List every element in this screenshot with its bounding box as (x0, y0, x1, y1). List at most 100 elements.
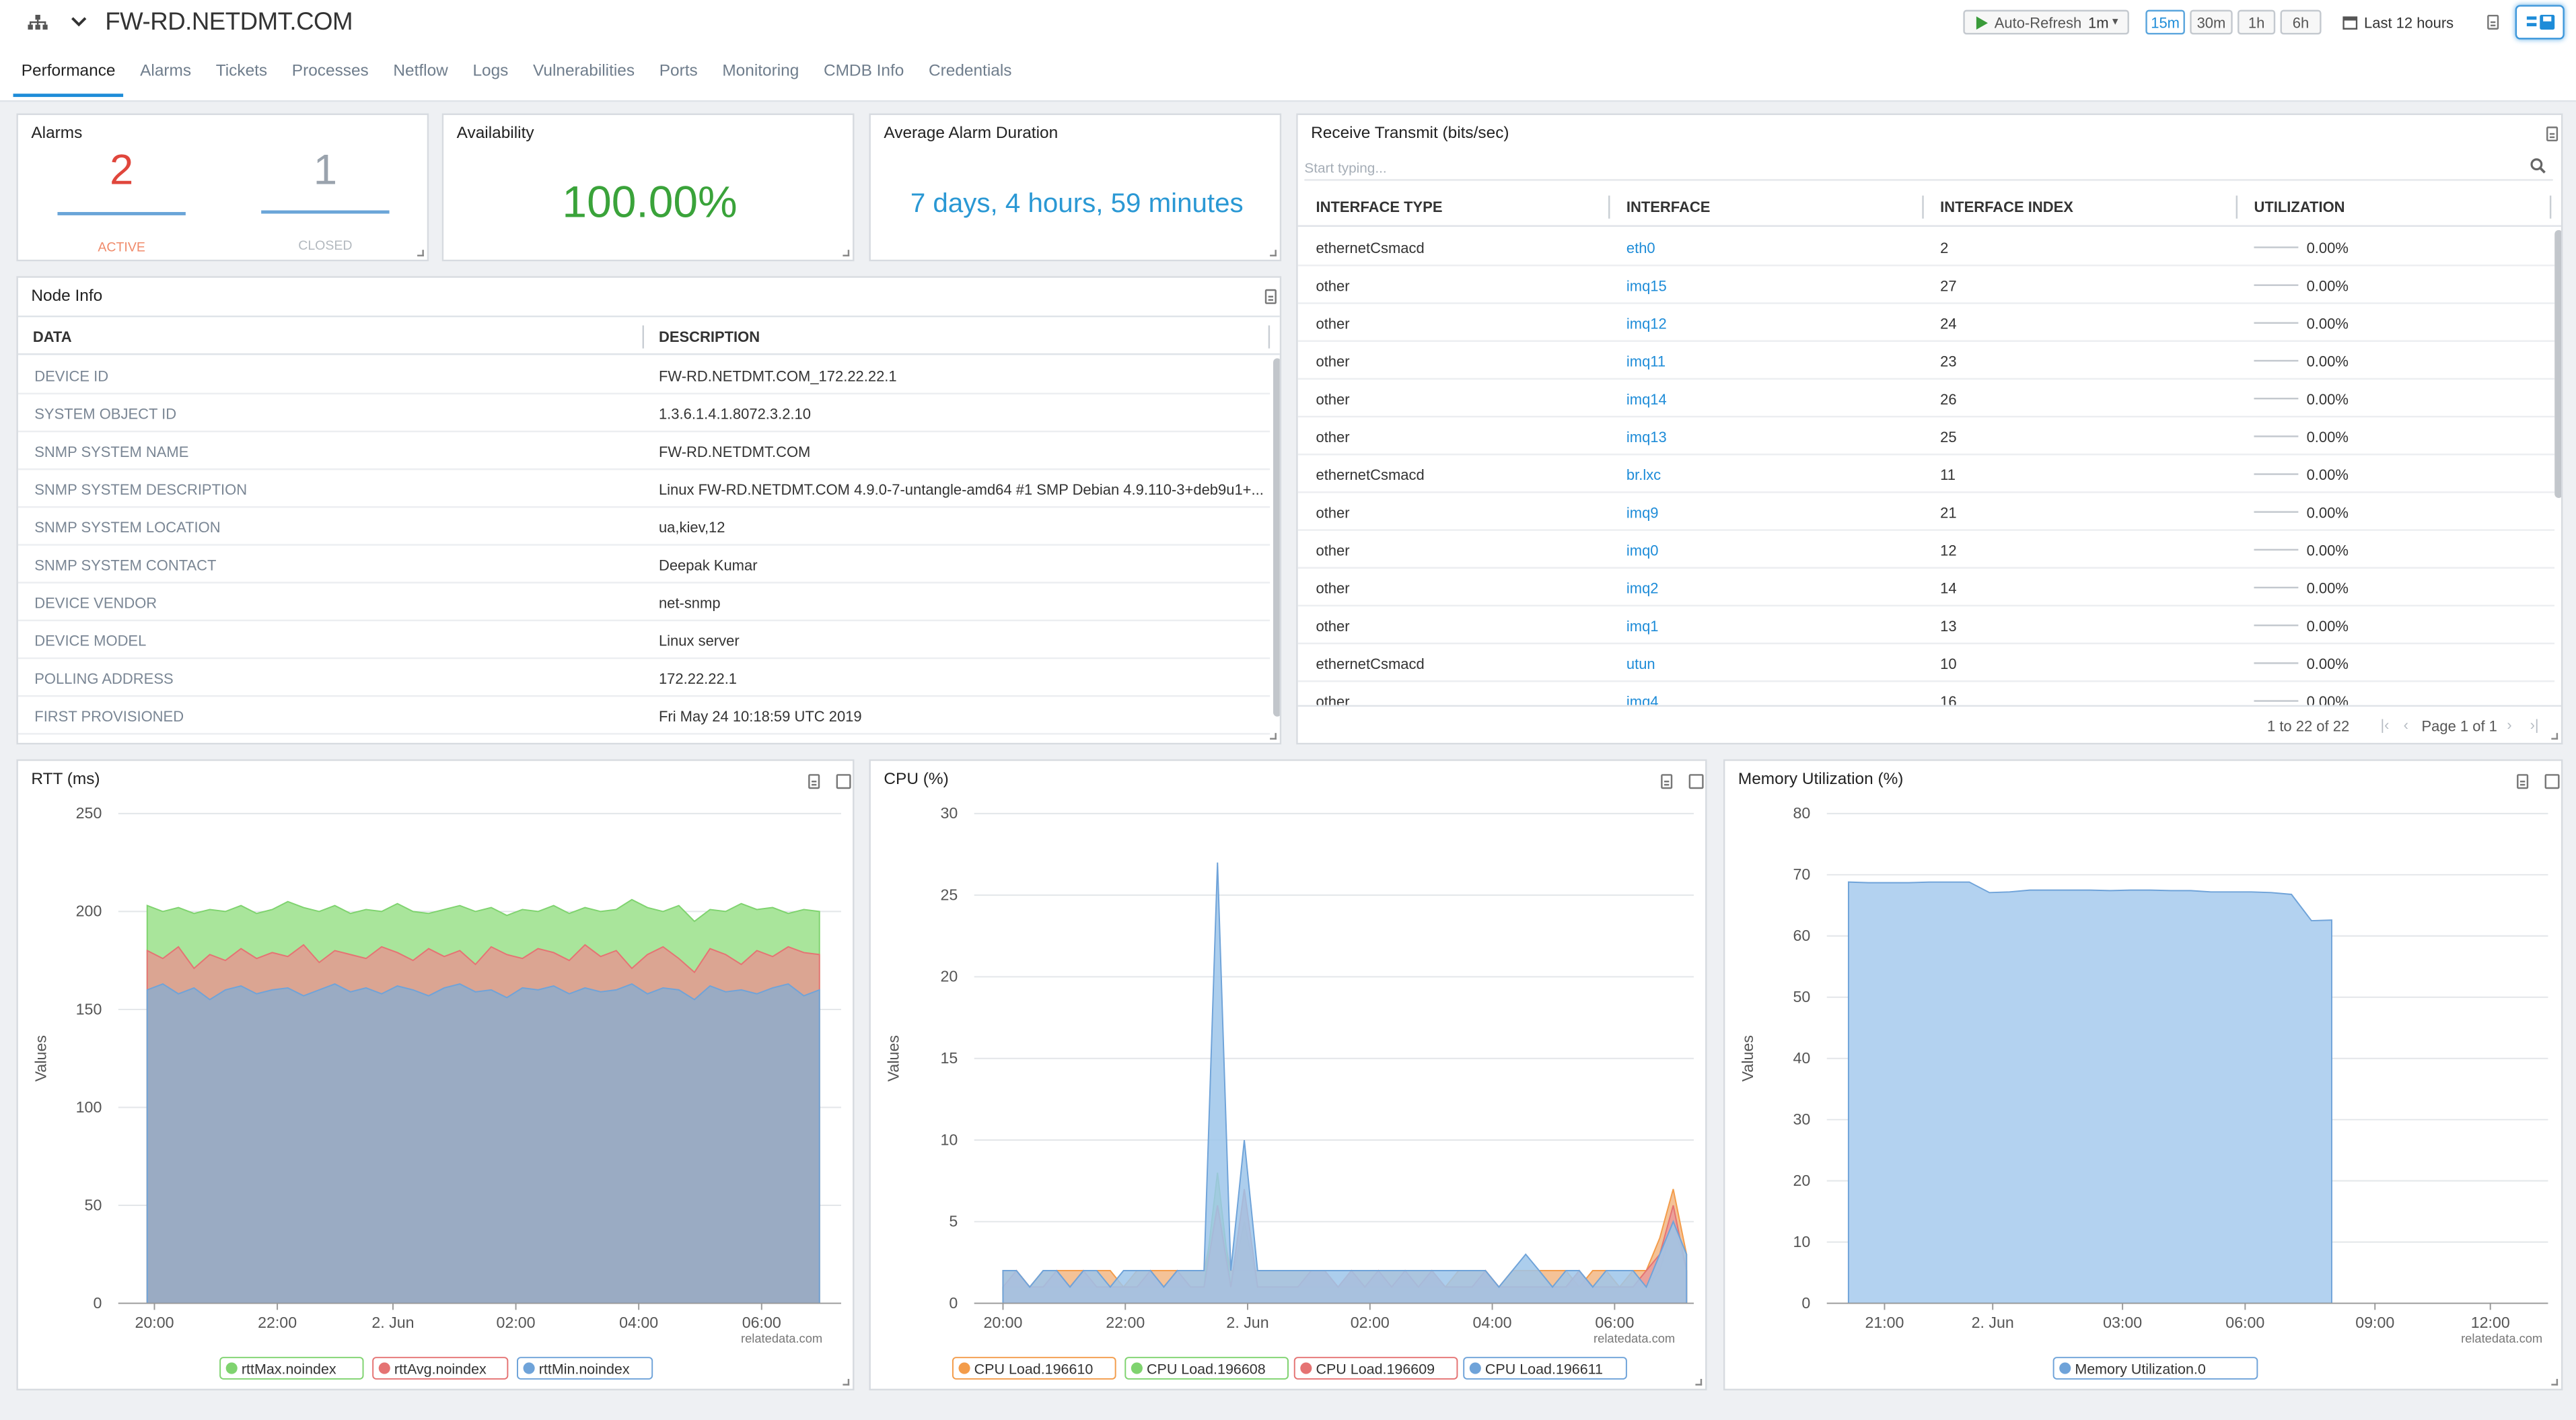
resize-handle[interactable] (843, 1378, 850, 1386)
interface-type: ethernetCsmacd (1316, 655, 1425, 672)
utilization-bar (2254, 284, 2299, 286)
export-icon[interactable] (1264, 289, 1277, 304)
interface-row[interactable]: ethernetCsmacd utun 10 0.00% (1297, 644, 2555, 682)
scrollbar-thumb[interactable] (2554, 229, 2561, 498)
resize-handle[interactable] (417, 250, 424, 256)
chevron-down-icon[interactable] (71, 16, 87, 28)
resize-handle[interactable] (2551, 733, 2559, 740)
time-15m-button[interactable]: 15m (2145, 9, 2185, 35)
interface-link[interactable]: imq0 (1626, 542, 1659, 559)
interface-type: other (1316, 618, 1350, 635)
topology-icon[interactable] (28, 14, 48, 31)
y-tick-label: 100 (76, 1098, 102, 1116)
time-1h-button[interactable]: 1h (2238, 9, 2276, 35)
tab-processes[interactable]: Processes (291, 62, 369, 81)
legend-item[interactable]: Memory Utilization.0 (2052, 1357, 2258, 1380)
col-data[interactable]: DATA (32, 328, 72, 345)
closed-alarms-count[interactable]: 1 (313, 144, 338, 194)
col-interface[interactable]: INTERFACE (1626, 199, 1711, 215)
legend-item[interactable]: rttAvg.noindex (372, 1357, 509, 1380)
resize-handle[interactable] (1270, 250, 1277, 256)
time-6h-button[interactable]: 6h (2280, 9, 2322, 35)
interface-row[interactable]: other imq4 16 0.00% (1298, 682, 2555, 705)
export-icon[interactable] (808, 774, 820, 789)
tab-performance[interactable]: Performance (13, 63, 124, 98)
legend-item[interactable]: CPU Load.196608 (1124, 1357, 1289, 1380)
utilization-bar (2254, 473, 2299, 475)
legend-item[interactable]: CPU Load.196609 (1293, 1357, 1458, 1380)
auto-refresh-button[interactable]: Auto-Refresh 1m ▼ (1963, 9, 2129, 35)
series-area[interactable] (1847, 881, 2332, 1304)
export-icon[interactable] (2487, 14, 2499, 30)
legend-item[interactable]: CPU Load.196611 (1463, 1357, 1627, 1380)
interface-search-box[interactable]: Start typing... (1304, 155, 2553, 181)
interface-link[interactable]: imq2 (1626, 580, 1659, 597)
expand-icon[interactable] (2544, 774, 2560, 789)
series-area[interactable] (1002, 862, 1688, 1304)
interface-link[interactable]: br.lxc (1626, 466, 1661, 483)
col-description[interactable]: DESCRIPTION (658, 328, 760, 345)
tab-tickets[interactable]: Tickets (215, 62, 268, 81)
time-range-label[interactable]: Last 12 hours (2364, 14, 2454, 32)
interface-row[interactable]: other imq15 27 0.00% (1297, 267, 2555, 304)
interface-link[interactable]: imq9 (1626, 504, 1659, 522)
interface-link[interactable]: imq1 (1626, 618, 1659, 635)
series-area[interactable] (146, 983, 820, 1304)
y-tick-label: 150 (76, 1000, 102, 1018)
interface-row[interactable]: other imq9 21 0.00% (1297, 493, 2555, 531)
export-icon[interactable] (1661, 774, 1673, 789)
interface-link[interactable]: imq15 (1626, 277, 1667, 295)
legend-item[interactable]: rttMin.noindex (517, 1357, 653, 1380)
legend-box (1124, 1357, 1289, 1380)
next-page-icon[interactable]: › (2507, 716, 2512, 734)
interface-row[interactable]: other imq2 14 0.00% (1297, 569, 2555, 607)
interface-link[interactable]: imq4 (1626, 693, 1659, 705)
col-utilization[interactable]: UTILIZATION (2254, 199, 2345, 215)
interface-row[interactable]: other imq0 12 0.00% (1297, 531, 2555, 569)
interface-link[interactable]: imq13 (1626, 429, 1667, 446)
scrollbar-thumb[interactable] (1273, 358, 1280, 717)
interface-link[interactable]: utun (1626, 655, 1655, 672)
expand-icon[interactable] (836, 774, 851, 789)
resize-handle[interactable] (1270, 733, 1277, 740)
search-icon[interactable] (2530, 157, 2546, 174)
interface-row[interactable]: other imq13 25 0.00% (1297, 417, 2555, 456)
interface-row[interactable]: ethernetCsmacd eth0 2 0.00% (1297, 228, 2555, 267)
interface-link[interactable]: imq12 (1626, 315, 1667, 332)
tab-alarms[interactable]: Alarms (140, 62, 192, 81)
tab-monitoring[interactable]: Monitoring (722, 62, 799, 81)
interface-link[interactable]: eth0 (1626, 240, 1655, 256)
resize-handle[interactable] (843, 250, 850, 256)
tab-vulnerabilities[interactable]: Vulnerabilities (533, 62, 635, 81)
interface-link[interactable]: imq14 (1626, 391, 1667, 408)
active-alarms-count[interactable]: 2 (109, 144, 134, 194)
tab-credentials[interactable]: Credentials (928, 62, 1012, 81)
expand-icon[interactable] (1688, 774, 1704, 789)
tab-ports[interactable]: Ports (659, 62, 698, 81)
save-dashboard-button[interactable] (2515, 5, 2565, 40)
export-icon[interactable] (2517, 774, 2529, 789)
legend-item[interactable]: CPU Load.196610 (952, 1357, 1116, 1380)
legend-item[interactable]: rttMax.noindex (219, 1357, 364, 1380)
tab-netflow[interactable]: Netflow (393, 62, 448, 81)
interface-link[interactable]: imq11 (1626, 353, 1666, 370)
resize-handle[interactable] (1695, 1378, 1703, 1386)
tab-cmdb-info[interactable]: CMDB Info (823, 62, 904, 81)
interface-row[interactable]: ethernetCsmacd br.lxc 11 0.00% (1297, 455, 2555, 493)
search-input[interactable]: Start typing... (1304, 159, 1387, 176)
prev-page-icon[interactable]: ‹ (2403, 716, 2408, 734)
interface-row[interactable]: other imq1 13 0.00% (1297, 606, 2555, 645)
interface-type: other (1316, 353, 1350, 370)
export-icon[interactable] (2546, 127, 2559, 142)
interface-row[interactable]: other imq14 26 0.00% (1297, 380, 2555, 418)
first-page-icon[interactable]: |‹ (2380, 716, 2390, 734)
interface-row[interactable]: other imq11 23 0.00% (1297, 342, 2555, 380)
col-interface-type[interactable]: INTERFACE TYPE (1316, 199, 1443, 215)
interface-row[interactable]: other imq12 24 0.00% (1297, 304, 2555, 342)
last-page-icon[interactable]: ›| (2530, 716, 2539, 734)
time-30m-button[interactable]: 30m (2190, 9, 2233, 35)
resize-handle[interactable] (2551, 1378, 2559, 1386)
node-info-value: net-snmp (658, 595, 721, 612)
col-interface-index[interactable]: INTERFACE INDEX (1940, 199, 2073, 215)
tab-logs[interactable]: Logs (472, 62, 509, 81)
